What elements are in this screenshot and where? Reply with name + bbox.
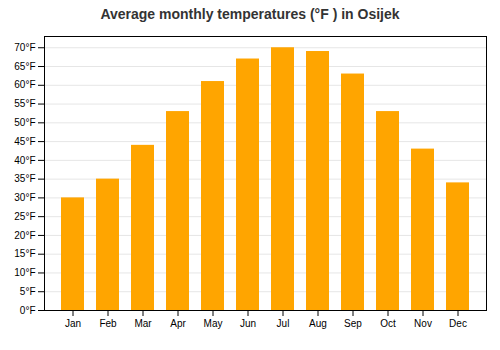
svg-text:Jan: Jan <box>65 318 81 329</box>
svg-text:Mar: Mar <box>134 318 152 329</box>
svg-text:Jul: Jul <box>277 318 290 329</box>
svg-text:Feb: Feb <box>99 318 117 329</box>
svg-text:40°F: 40°F <box>14 155 35 166</box>
svg-text:Sep: Sep <box>344 318 362 329</box>
svg-text:60°F: 60°F <box>14 79 35 90</box>
svg-text:Jun: Jun <box>240 318 256 329</box>
svg-text:5°F: 5°F <box>20 286 36 297</box>
svg-text:10°F: 10°F <box>14 267 35 278</box>
svg-text:May: May <box>204 318 223 329</box>
svg-text:Aug: Aug <box>309 318 327 329</box>
svg-text:15°F: 15°F <box>14 248 35 259</box>
svg-text:Oct: Oct <box>380 318 396 329</box>
svg-text:55°F: 55°F <box>14 98 35 109</box>
svg-text:Dec: Dec <box>449 318 467 329</box>
svg-text:30°F: 30°F <box>14 192 35 203</box>
svg-text:Apr: Apr <box>170 318 186 329</box>
svg-text:20°F: 20°F <box>14 230 35 241</box>
svg-text:45°F: 45°F <box>14 136 35 147</box>
svg-text:0°F: 0°F <box>20 305 36 316</box>
svg-text:65°F: 65°F <box>14 61 35 72</box>
svg-text:Nov: Nov <box>414 318 432 329</box>
svg-text:70°F: 70°F <box>14 42 35 53</box>
html-text:Average monthly temperatures (: Average monthly temperatures (°F ) in Os… <box>100 6 400 22</box>
svg-text:50°F: 50°F <box>14 117 35 128</box>
svg-text:35°F: 35°F <box>14 173 35 184</box>
svg-text:25°F: 25°F <box>14 211 35 222</box>
